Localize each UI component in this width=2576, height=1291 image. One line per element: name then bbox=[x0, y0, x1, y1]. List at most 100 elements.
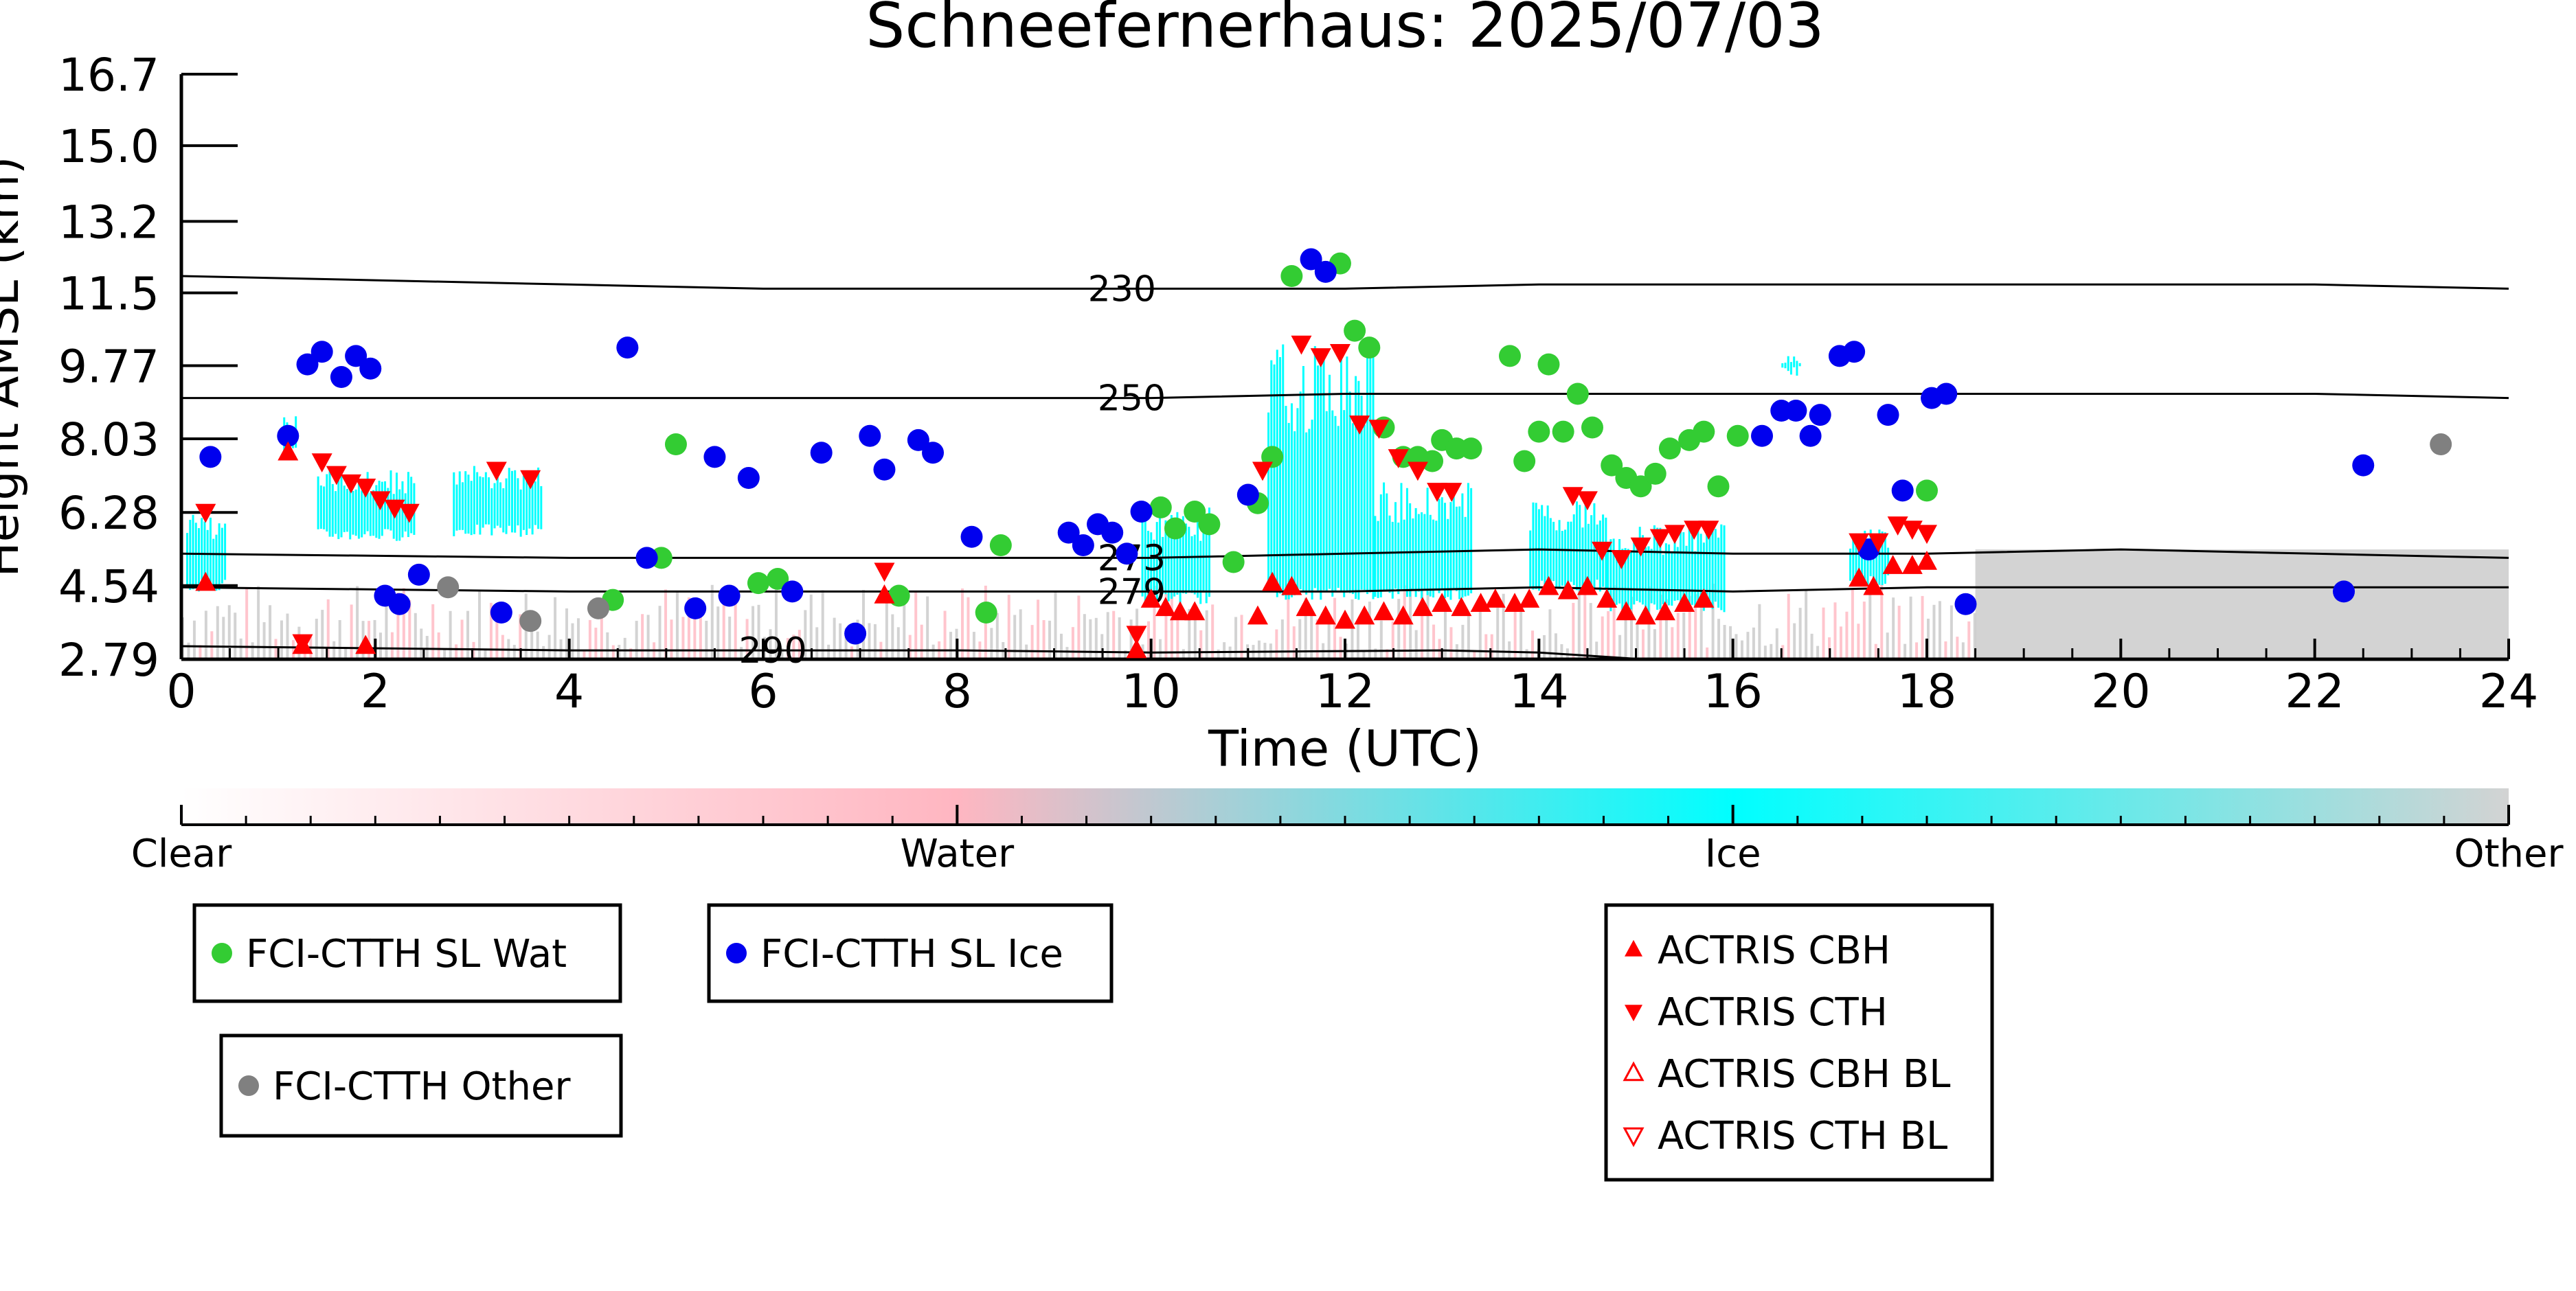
ice-column bbox=[201, 518, 203, 580]
background-column bbox=[1932, 604, 1936, 659]
background-column bbox=[554, 597, 557, 659]
marker-actris-cbh bbox=[1693, 589, 1715, 608]
ice-column bbox=[1633, 538, 1636, 605]
temperature-contours bbox=[181, 275, 2509, 659]
ice-column bbox=[331, 483, 334, 537]
background-column bbox=[216, 606, 219, 659]
background-column bbox=[1729, 626, 1732, 659]
background-column bbox=[745, 619, 749, 659]
y-tick-label: 8.03 bbox=[58, 413, 159, 466]
background-column bbox=[210, 631, 214, 659]
ice-column bbox=[1363, 424, 1366, 590]
ice-column bbox=[1155, 522, 1158, 604]
ice-column bbox=[1199, 540, 1202, 604]
background-column bbox=[1775, 628, 1778, 659]
ice-column bbox=[1653, 525, 1656, 605]
marker-fci-ctth-sl-ice bbox=[490, 602, 512, 624]
ice-column bbox=[1208, 507, 1210, 597]
marker-actris-cbh bbox=[1654, 601, 1675, 621]
ice-column bbox=[337, 477, 340, 540]
ice-column bbox=[369, 492, 372, 536]
legend-frame bbox=[192, 903, 622, 1003]
background-column bbox=[204, 610, 207, 659]
ice-column bbox=[1596, 524, 1598, 580]
background-column bbox=[722, 599, 725, 659]
marker-fci-ctth-sl-ice bbox=[310, 341, 333, 363]
marker-fci-ctth-sl-wat bbox=[1726, 424, 1749, 447]
ice-column bbox=[1884, 532, 1886, 584]
ice-column bbox=[1276, 350, 1278, 597]
marker-fci-ctth-sl-ice bbox=[1843, 341, 1866, 363]
ice-column bbox=[1624, 548, 1627, 608]
marker-actris-cth bbox=[1592, 541, 1613, 561]
background-column bbox=[809, 594, 813, 659]
background-column bbox=[466, 610, 470, 659]
marker-actris-cth bbox=[311, 453, 332, 473]
ice-column bbox=[1432, 519, 1435, 598]
marker-actris-cbh bbox=[1596, 589, 1618, 608]
background-column bbox=[1601, 616, 1604, 659]
marker-fci-ctth-sl-ice bbox=[616, 336, 639, 359]
x-tick-label: 10 bbox=[1121, 665, 1181, 719]
background-column bbox=[1094, 617, 1098, 659]
marker-actris-cth bbox=[1684, 521, 1705, 540]
background-column bbox=[1432, 624, 1436, 659]
background-column bbox=[291, 640, 295, 659]
colorbar-label-water: Water bbox=[901, 832, 1015, 876]
ice-column bbox=[1340, 351, 1342, 591]
ice-column bbox=[528, 477, 531, 529]
legend-frame bbox=[1604, 903, 1994, 1182]
background-column bbox=[1292, 626, 1296, 659]
marker-actris-cth bbox=[874, 562, 895, 582]
background-column bbox=[326, 599, 330, 659]
ice-column bbox=[526, 471, 528, 536]
ice-column bbox=[1435, 521, 1438, 591]
background-column bbox=[1449, 627, 1453, 659]
ice-column bbox=[1409, 503, 1412, 597]
background-column bbox=[949, 632, 953, 659]
ice-column bbox=[1552, 521, 1555, 582]
ice-column bbox=[387, 488, 389, 529]
background-column bbox=[1496, 608, 1500, 659]
ice-column bbox=[1535, 503, 1537, 589]
background-column bbox=[1572, 602, 1575, 659]
background-column bbox=[1839, 626, 1842, 659]
background-column bbox=[477, 590, 481, 659]
ice-column bbox=[1293, 431, 1296, 595]
marker-actris-cth bbox=[1630, 537, 1651, 557]
background-column bbox=[1956, 637, 1959, 659]
background-column bbox=[903, 601, 906, 659]
background-column bbox=[1397, 599, 1401, 659]
background-column bbox=[1240, 615, 1243, 659]
background-column bbox=[1746, 632, 1750, 659]
background-column bbox=[455, 644, 458, 659]
marker-fci-ctth-sl-ice bbox=[2333, 580, 2355, 603]
marker-actris-cbh bbox=[1281, 575, 1302, 595]
marker-fci-ctth-sl-wat bbox=[1280, 265, 1303, 288]
ice-column bbox=[1575, 501, 1578, 591]
background-column bbox=[1112, 610, 1116, 659]
marker-actris-cbh bbox=[1262, 571, 1283, 591]
ice-column bbox=[357, 483, 360, 539]
background-column bbox=[594, 628, 598, 659]
legend-label-fci-ctth-other: FCI-CTTH Other bbox=[273, 1064, 571, 1109]
marker-actris-cth bbox=[1611, 550, 1632, 569]
marker-actris-cbh bbox=[1412, 597, 1433, 617]
marker-actris-cth bbox=[1388, 449, 1409, 468]
x-tick-label: 22 bbox=[2285, 665, 2345, 719]
marker-fci-ctth-sl-wat bbox=[1629, 475, 1652, 498]
ice-column bbox=[378, 480, 381, 539]
background-column bbox=[414, 613, 417, 659]
background-column bbox=[1508, 641, 1511, 659]
ice-column bbox=[1153, 539, 1155, 593]
background-column bbox=[1176, 612, 1179, 659]
background-column bbox=[1950, 605, 1953, 659]
marker-fci-ctth-sl-wat bbox=[1460, 437, 1482, 460]
marker-fci-ctth-sl-wat bbox=[1707, 475, 1730, 498]
background-column bbox=[646, 615, 650, 659]
ice-column bbox=[1360, 396, 1363, 590]
marker-actris-cbh bbox=[278, 441, 299, 461]
background-column bbox=[1542, 635, 1546, 659]
marker-fci-ctth-sl-wat bbox=[767, 568, 789, 591]
